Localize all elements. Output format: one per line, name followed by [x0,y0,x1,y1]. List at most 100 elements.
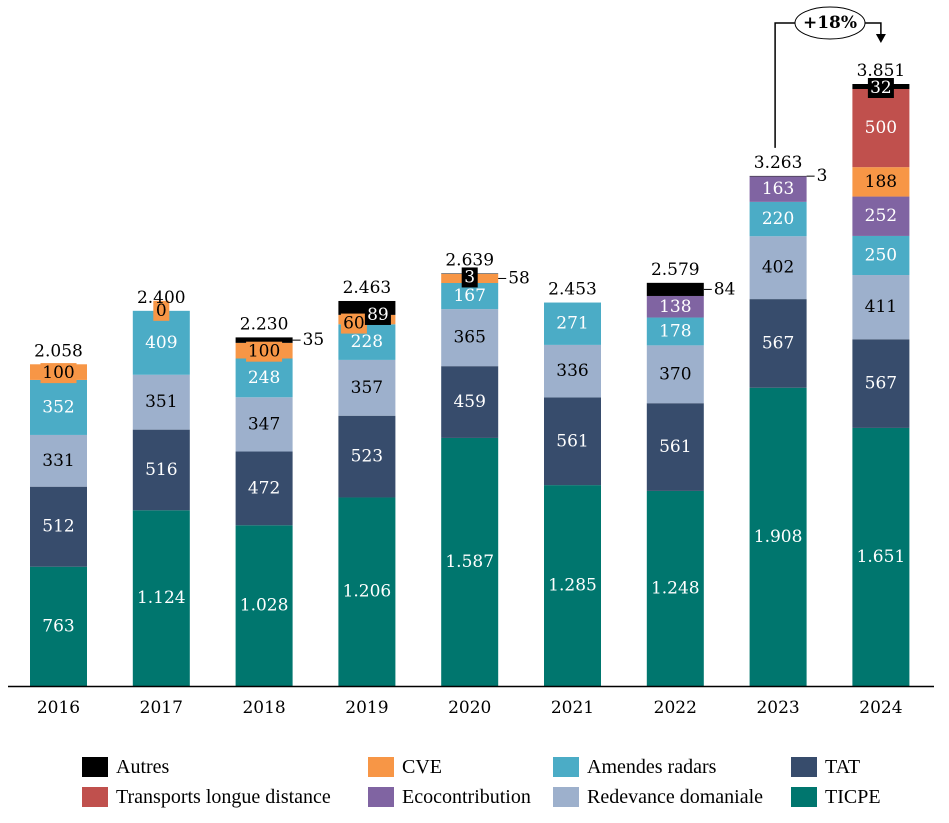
bar-segment-tat-2022 [646,403,704,491]
data-label-redevance-domaniale-2016: 331 [42,451,74,471]
bar-segment-tat-2021 [544,397,601,486]
data-label-cve-2018-bg [246,341,283,362]
bar-segment-ecocontribution-2023 [749,176,807,202]
bar-segment-ecocontribution-2022 [646,295,704,318]
bar-segment-ticpe-2020 [441,437,499,686]
data-label-amendes-radars-2023: 220 [762,209,794,229]
bar-segment-transports-longue-distance-2024 [852,89,910,168]
legend-swatch [82,757,108,777]
bar-segment-ecocontribution-2024 [852,196,910,236]
legend-label: Autres [116,755,170,778]
bar-segment-redevance-domaniale-2023 [749,236,807,300]
bar-segment-redevance-domaniale-2016 [30,434,87,487]
total-label-2022: 2.579 [651,260,700,280]
data-label-cve-2024: 188 [865,172,897,192]
data-label-amendes-radars-2024: 250 [865,245,897,265]
bar-segment-ticpe-2018 [235,525,293,686]
legend-swatch [368,757,394,777]
bar-segment-amendes-radars-2024 [852,235,910,276]
bar-segment-redevance-domaniale-2021 [544,344,601,398]
data-label-tat-2016: 512 [42,517,74,537]
data-label-autres-2024-bg [867,78,894,98]
annotation-text: +18% [803,13,857,33]
bar-segment-tat-2019 [338,415,396,498]
legend-item-tat: TAT [791,754,860,780]
bar-segment-redevance-domaniale-2024 [852,275,910,340]
legend-swatch [791,757,817,777]
bar-segment-autres-2018 [235,337,293,343]
data-label-amendes-radars-2019: 228 [351,332,383,352]
data-label-ticpe-2020: 1.587 [445,552,494,572]
data-label-ticpe-2024: 1.651 [857,547,906,567]
data-label-ticpe-2022: 1.248 [651,578,700,598]
data-label-tat-2020: 459 [453,392,485,412]
data-label-tat-2022: 561 [659,437,691,457]
x-tick-2017: 2017 [140,698,183,718]
bar-segment-ticpe-2022 [646,490,704,686]
total-label-2019: 2.463 [343,278,392,298]
bar-segment-tat-2018 [235,451,293,526]
total-label-2018: 2.230 [240,314,289,334]
data-label-autres-2020: 3 [464,267,475,287]
data-label-tat-2023: 567 [762,333,794,353]
bar-segment-ticpe-2021 [544,485,601,686]
total-label-2021: 2.453 [548,280,597,300]
data-label-amendes-radars-2020: 167 [453,286,485,306]
x-tick-2019: 2019 [345,698,388,718]
bar-segment-amendes-radars-2016 [30,379,87,435]
legend-item-cve: CVE [368,754,442,780]
x-tick-2022: 2022 [654,698,697,718]
legend-item-ecocontribution: Ecocontribution [368,784,531,810]
data-label-ticpe-2019: 1.206 [343,582,392,602]
data-label-cve-2020: 58 [508,268,530,288]
bar-segment-tat-2023 [749,299,807,388]
data-label-amendes-radars-2018: 248 [248,368,280,388]
data-label-ticpe-2021: 1.285 [548,576,597,596]
bar-segment-ticpe-2017 [132,510,190,686]
data-label-amendes-radars-2016: 352 [42,397,74,417]
x-tick-2016: 2016 [37,698,80,718]
data-label-redevance-domaniale-2020: 365 [453,328,485,348]
bar-segment-tat-2020 [441,366,499,438]
legend-label: TAT [825,755,861,778]
data-label-ecocontribution-2024: 252 [865,206,897,226]
bar-segment-redevance-domaniale-2019 [338,359,396,416]
x-tick-2020: 2020 [448,698,491,718]
bar-segment-redevance-domaniale-2020 [441,309,499,367]
data-label-redevance-domaniale-2017: 351 [145,392,177,412]
data-label-autres-2019: 89 [367,305,389,325]
legend-label: CVE [402,755,442,778]
x-tick-2023: 2023 [756,698,799,718]
legend-label: Transports longue distance [116,785,331,808]
data-label-autres-2018: 35 [303,330,325,350]
data-label-tat-2024: 567 [865,374,897,394]
total-label-2017: 2.400 [137,288,186,308]
legend-item-redevance-domaniale: Redevance domaniale [553,784,763,810]
data-label-cve-2016-bg [40,363,77,384]
data-label-cve-2019: 60 [343,314,365,334]
data-label-amendes-radars-2022: 178 [659,321,691,341]
bar-segment-amendes-radars-2022 [646,317,704,346]
bar-segment-ticpe-2024 [852,427,910,686]
arrow-head-icon [875,34,886,43]
data-label-ecocontribution-2023: 163 [762,179,794,199]
data-label-redevance-domaniale-2019: 357 [351,378,383,398]
legend-label: TICPE [825,785,881,808]
bar-segment-amendes-radars-2017 [132,310,190,375]
data-label-autres-2019-bg [364,304,391,325]
total-label-2024: 3.851 [857,61,906,81]
x-tick-2021: 2021 [551,698,594,718]
bar-segment-cve-2024 [852,167,910,197]
data-label-autres-2022: 84 [714,279,736,299]
labels-group: 7635123313521002.0581.12451635140902.400… [34,61,905,636]
legend-label: Redevance domaniale [587,785,764,808]
data-label-amendes-radars-2017: 409 [145,333,177,353]
bar-segment-ticpe-2023 [749,387,807,686]
data-label-ticpe-2016: 763 [42,616,74,636]
bar-segment-autres-2022 [646,282,704,296]
data-label-tat-2021: 561 [556,431,588,451]
data-label-redevance-domaniale-2021: 336 [556,361,588,381]
data-label-transports-longue-distance-2024: 500 [865,118,897,138]
total-label-2023: 3.263 [754,153,803,173]
legend-swatch [791,787,817,807]
